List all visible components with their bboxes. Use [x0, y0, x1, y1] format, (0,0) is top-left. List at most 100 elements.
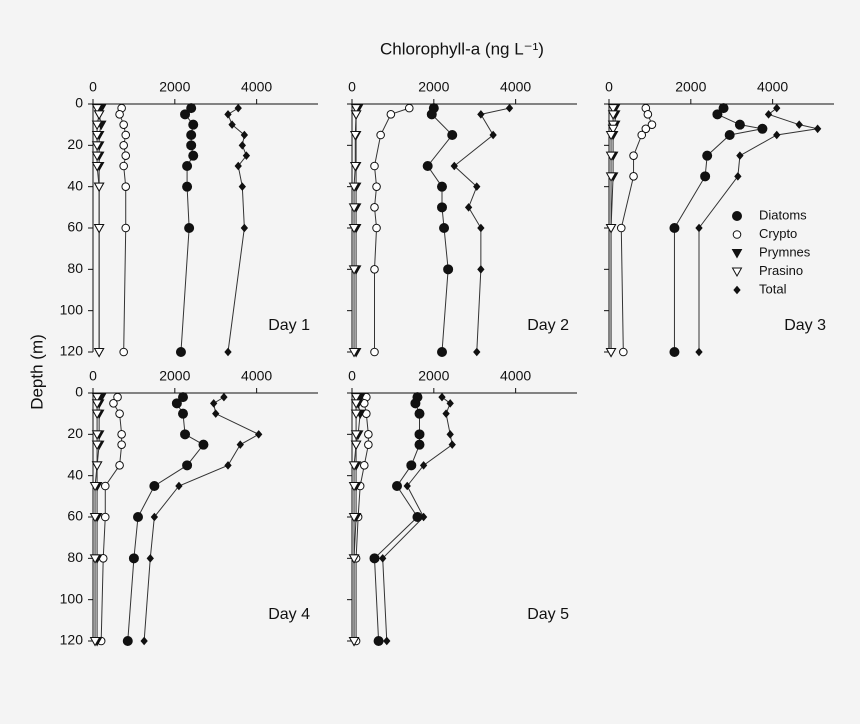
marker	[149, 481, 160, 491]
marker	[220, 392, 228, 402]
y-tick-label: 40	[67, 177, 83, 193]
marker	[210, 399, 218, 408]
marker	[350, 110, 362, 120]
marker	[412, 512, 423, 522]
marker	[773, 130, 781, 140]
series-line	[373, 396, 420, 642]
marker	[255, 430, 263, 439]
marker	[370, 161, 379, 171]
x-tick-label: 4000	[241, 368, 272, 384]
marker	[234, 103, 242, 113]
marker	[359, 461, 369, 470]
marker	[605, 224, 617, 234]
marker	[616, 223, 626, 233]
marker	[383, 636, 391, 646]
marker	[734, 172, 742, 181]
marker	[718, 103, 729, 114]
marker	[795, 120, 803, 129]
marker	[182, 161, 193, 171]
marker	[349, 162, 361, 172]
marker	[122, 636, 133, 646]
marker	[724, 130, 735, 140]
marker	[133, 512, 143, 522]
marker	[364, 430, 373, 439]
marker	[91, 141, 103, 151]
marker	[422, 161, 433, 171]
marker	[605, 131, 617, 141]
marker	[348, 637, 360, 647]
y-tick-label: 20	[67, 425, 83, 441]
marker	[369, 553, 380, 564]
marker	[404, 103, 414, 113]
marker	[186, 130, 197, 140]
marker	[446, 430, 454, 439]
series-line	[227, 107, 247, 353]
marker	[348, 513, 360, 523]
marker	[121, 130, 131, 140]
marker	[234, 161, 242, 171]
marker	[186, 140, 197, 151]
marker	[712, 109, 723, 120]
x-tick-label: 0	[89, 368, 97, 384]
y-tick-label: 100	[60, 590, 84, 606]
series-line	[127, 396, 205, 642]
series-line	[382, 396, 453, 642]
y-tick-label: 120	[60, 632, 84, 648]
y-tick-label: 20	[67, 136, 83, 152]
marker	[117, 440, 126, 449]
series-line	[353, 396, 361, 641]
marker	[437, 202, 447, 213]
marker	[426, 109, 437, 120]
y-tick-label: 60	[67, 508, 83, 524]
panel-label: Day 5	[527, 606, 569, 623]
marker	[93, 224, 105, 234]
marker	[757, 123, 768, 134]
marker	[113, 392, 122, 402]
chart-title: Chlorophyll-a (ng L⁻¹)	[380, 39, 544, 58]
x-tick-label: 4000	[241, 79, 272, 95]
marker	[228, 120, 236, 129]
marker	[119, 141, 128, 150]
marker	[119, 120, 128, 129]
marker	[764, 110, 773, 119]
marker	[505, 103, 514, 113]
x-tick-label: 4000	[757, 79, 788, 95]
marker	[373, 636, 384, 646]
marker	[410, 398, 421, 409]
marker	[669, 223, 680, 233]
marker	[350, 399, 362, 409]
marker	[607, 110, 619, 120]
legend-marker	[731, 249, 743, 259]
marker	[350, 104, 362, 114]
marker	[695, 347, 703, 357]
x-tick-label: 0	[348, 368, 356, 384]
marker	[773, 103, 781, 113]
y-axis-label: Depth (m)	[27, 334, 46, 410]
marker	[89, 637, 101, 647]
marker	[146, 554, 154, 563]
marker	[414, 408, 425, 419]
panel-label: Day 4	[268, 606, 310, 623]
y-tick-label: 40	[67, 466, 83, 482]
marker	[121, 151, 131, 160]
series-line	[119, 107, 127, 353]
marker	[238, 141, 246, 150]
marker	[119, 347, 128, 357]
marker	[93, 182, 105, 193]
marker	[171, 398, 182, 409]
marker	[349, 131, 361, 141]
marker	[182, 460, 193, 471]
marker	[350, 409, 362, 420]
marker	[348, 224, 360, 234]
y-tick-label: 80	[67, 549, 83, 565]
marker	[442, 409, 450, 418]
marker	[437, 181, 447, 192]
marker	[121, 182, 131, 191]
marker	[619, 347, 628, 357]
x-tick-label: 0	[605, 79, 613, 95]
marker	[121, 223, 131, 233]
marker	[115, 110, 124, 119]
marker	[669, 347, 680, 357]
